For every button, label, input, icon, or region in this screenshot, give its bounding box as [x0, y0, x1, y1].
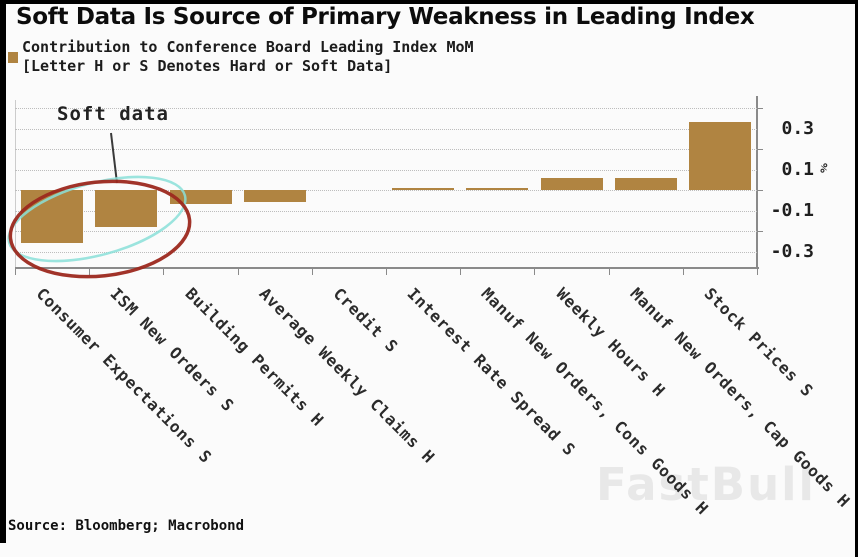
x-axis-tick — [608, 269, 610, 275]
x-axis-tick — [89, 269, 91, 275]
category-label: ISM New Orders S — [106, 284, 239, 416]
legend-text: Contribution to Conference Board Leading… — [22, 38, 474, 76]
y-axis-line-right — [756, 96, 758, 269]
x-axis-tick — [311, 269, 313, 275]
chart-title: Soft Data Is Source of Primary Weakness … — [16, 4, 755, 30]
frame-border-top — [0, 0, 858, 4]
x-axis-tick — [682, 269, 684, 275]
y-axis-tick — [758, 108, 763, 109]
source-text: Source: Bloomberg; Macrobond — [8, 518, 245, 534]
x-axis-tick — [534, 269, 536, 275]
gridline — [15, 210, 757, 212]
y-axis-label: 0.1 — [781, 158, 814, 180]
y-axis-label: -0.3 — [770, 240, 814, 262]
bar — [95, 190, 158, 227]
x-axis-tick — [460, 269, 462, 275]
gridline — [15, 128, 757, 130]
y-axis-label: 0.3 — [781, 117, 814, 139]
y-axis-tick — [758, 190, 763, 191]
legend: Contribution to Conference Board Leading… — [8, 38, 474, 76]
frame-border-left — [0, 0, 6, 543]
x-axis-tick — [163, 269, 165, 275]
watermark: FastBull — [596, 458, 816, 511]
legend-swatch — [8, 52, 18, 63]
x-axis-tick — [15, 269, 16, 275]
frame-border-right — [855, 0, 858, 557]
gridline — [15, 190, 757, 191]
gridline — [15, 169, 757, 171]
bar — [614, 177, 677, 190]
legend-note: [Letter H or S Denotes Hard or Soft Data… — [22, 57, 393, 75]
category-label: Credit S — [329, 284, 402, 357]
bar — [466, 187, 529, 190]
gridline — [15, 149, 757, 150]
legend-subtitle: Contribution to Conference Board Leading… — [22, 38, 474, 56]
x-axis-tick — [757, 269, 758, 275]
x-axis-line — [15, 267, 759, 269]
gridline — [15, 108, 757, 109]
gridline — [15, 251, 757, 253]
bar — [688, 122, 751, 191]
y-axis-tick — [758, 231, 763, 232]
y-axis-tick — [758, 149, 763, 150]
bar — [243, 190, 306, 202]
x-axis-tick — [386, 269, 387, 275]
y-axis-label: -0.1 — [770, 199, 814, 221]
y-axis-line-left — [15, 100, 16, 268]
bar — [169, 190, 232, 204]
x-axis-tick — [237, 269, 239, 275]
bar — [392, 187, 455, 190]
gridline — [15, 231, 757, 232]
bar — [21, 190, 84, 243]
bar — [540, 177, 603, 190]
category-label: Building Permits H — [181, 284, 328, 431]
soft-data-label: Soft data — [57, 103, 169, 125]
